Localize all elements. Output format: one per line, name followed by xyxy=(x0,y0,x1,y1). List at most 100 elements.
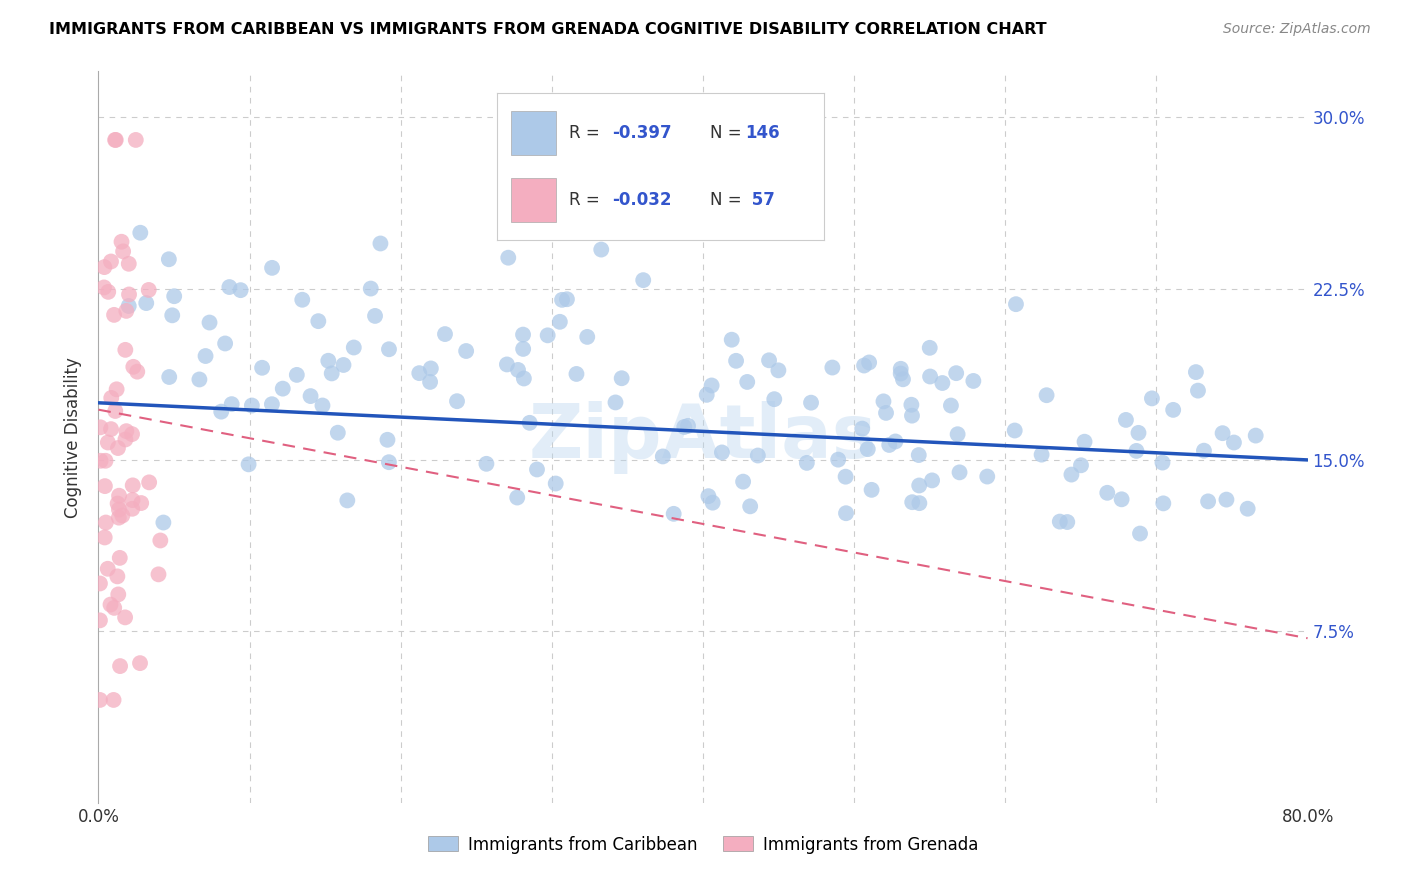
Point xyxy=(1111,492,1133,507)
Point xyxy=(976,469,998,483)
Point xyxy=(740,500,762,514)
Point xyxy=(496,251,519,265)
Point xyxy=(108,502,131,516)
Point xyxy=(108,489,131,503)
Point xyxy=(696,388,718,402)
Point xyxy=(1197,494,1219,508)
Point xyxy=(93,280,115,294)
Point xyxy=(548,315,571,329)
Point xyxy=(877,438,900,452)
Point xyxy=(890,367,912,381)
Point xyxy=(271,382,294,396)
Point xyxy=(537,328,560,343)
Point xyxy=(121,501,143,516)
Point xyxy=(796,456,818,470)
Point xyxy=(800,395,823,409)
Point xyxy=(149,533,172,548)
Point xyxy=(89,576,111,591)
Point xyxy=(107,587,129,601)
Point xyxy=(1192,443,1215,458)
Point xyxy=(370,236,392,251)
Point xyxy=(434,327,457,342)
Point xyxy=(419,375,441,389)
Point xyxy=(946,427,969,442)
Point xyxy=(676,418,699,433)
Point xyxy=(108,659,131,673)
Point xyxy=(576,330,599,344)
Point xyxy=(1185,365,1208,379)
Point xyxy=(907,448,929,462)
Point xyxy=(884,434,907,449)
Point xyxy=(1073,434,1095,449)
Point xyxy=(526,462,548,476)
Point xyxy=(475,457,498,471)
Point xyxy=(1049,515,1071,529)
Point xyxy=(378,343,401,357)
Point xyxy=(1187,384,1209,398)
Point xyxy=(105,569,128,583)
Point xyxy=(129,656,152,670)
Point xyxy=(336,493,359,508)
Point xyxy=(1212,426,1234,441)
Point xyxy=(121,478,143,492)
Point xyxy=(104,133,127,147)
Point xyxy=(321,367,343,381)
Point xyxy=(858,355,880,369)
Point xyxy=(299,389,322,403)
Point xyxy=(364,309,387,323)
Point xyxy=(115,424,138,438)
Point xyxy=(856,442,879,456)
Point xyxy=(1152,496,1174,510)
Point xyxy=(111,508,134,523)
Point xyxy=(100,254,122,268)
Point xyxy=(360,282,382,296)
Point xyxy=(326,425,349,440)
Point xyxy=(962,374,984,388)
Point xyxy=(93,531,115,545)
Point xyxy=(591,243,613,257)
Point xyxy=(891,372,914,386)
Point xyxy=(496,358,519,372)
Point xyxy=(821,360,844,375)
Point xyxy=(160,309,183,323)
Point xyxy=(860,483,883,497)
Y-axis label: Cognitive Disability: Cognitive Disability xyxy=(65,357,83,517)
Point xyxy=(104,404,127,418)
Point xyxy=(94,516,117,530)
Point xyxy=(108,510,131,524)
Point xyxy=(702,496,724,510)
Point xyxy=(555,292,578,306)
Point xyxy=(229,283,252,297)
Point xyxy=(148,567,170,582)
Point xyxy=(100,598,122,612)
Point xyxy=(260,397,283,411)
Point xyxy=(291,293,314,307)
Point xyxy=(89,613,111,627)
Point xyxy=(127,365,149,379)
Point xyxy=(118,287,141,301)
Point xyxy=(114,610,136,624)
Point xyxy=(921,474,943,488)
Point xyxy=(118,257,141,271)
Point xyxy=(138,475,160,490)
Point xyxy=(332,358,354,372)
Point xyxy=(446,394,468,409)
Point xyxy=(506,363,529,377)
Point xyxy=(1161,403,1184,417)
Point xyxy=(506,491,529,505)
Point xyxy=(890,361,912,376)
Point xyxy=(519,416,541,430)
Point xyxy=(250,360,273,375)
Point xyxy=(419,361,441,376)
Point xyxy=(1097,485,1119,500)
Text: ZipAtlas: ZipAtlas xyxy=(529,401,877,474)
Point xyxy=(112,244,135,259)
Point xyxy=(605,395,627,409)
Point xyxy=(118,299,141,313)
Point xyxy=(512,342,534,356)
Point xyxy=(662,507,685,521)
Point xyxy=(194,349,217,363)
Point xyxy=(1140,392,1163,406)
Point xyxy=(107,496,129,510)
Point xyxy=(747,449,769,463)
